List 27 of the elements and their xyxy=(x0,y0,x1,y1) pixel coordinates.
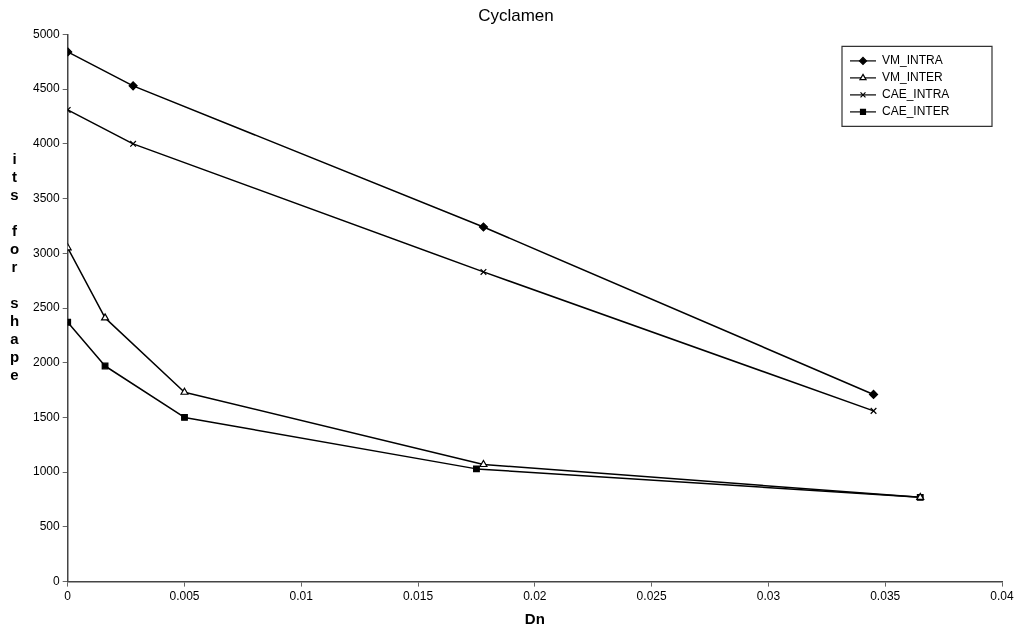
y-tick-label: 4500 xyxy=(32,81,61,96)
x-tick-label: 0 xyxy=(64,589,72,604)
y-tick-label: 3000 xyxy=(32,245,61,260)
x-tick-label: 0.02 xyxy=(523,589,547,604)
legend-label: VM_INTER xyxy=(882,70,944,85)
y-tick-label: 3500 xyxy=(32,190,61,205)
y-tick-label: 500 xyxy=(39,519,61,534)
x-axis-title: Dn xyxy=(524,610,545,628)
y-tick-label: 0 xyxy=(53,573,61,588)
legend-label: CAE_INTER xyxy=(882,104,950,119)
y-tick-label: 2500 xyxy=(32,300,61,315)
y-tick-label: 2000 xyxy=(32,355,61,370)
chart-title: Cyclamen xyxy=(478,5,554,25)
y-axis-title: its for shape xyxy=(5,150,24,384)
x-tick-label: 0.04 xyxy=(990,589,1014,604)
legend-label: CAE_INTRA xyxy=(882,87,950,102)
y-tick-label: 4000 xyxy=(32,136,61,151)
y-tick-label: 1500 xyxy=(32,409,61,424)
x-tick-label: 0.01 xyxy=(289,589,314,604)
y-tick-label: 5000 xyxy=(32,26,61,41)
y-tick-label: 1000 xyxy=(32,464,61,479)
x-tick-label: 0.035 xyxy=(870,589,901,604)
x-tick-label: 0.03 xyxy=(756,589,781,604)
x-tick-label: 0.015 xyxy=(403,589,434,604)
legend-label: VM_INTRA xyxy=(882,53,943,68)
x-tick-label: 0.005 xyxy=(169,589,200,604)
x-tick-label: 0.025 xyxy=(636,589,667,604)
